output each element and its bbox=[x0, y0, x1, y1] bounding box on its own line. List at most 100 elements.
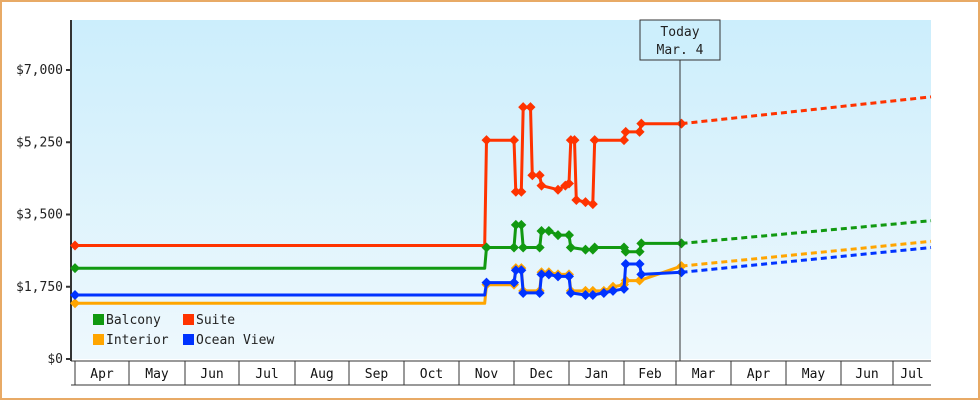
y-axis: $0 $1,750 $3,500 $5,250 $7,000 bbox=[16, 20, 72, 367]
data-point-marker[interactable] bbox=[534, 287, 545, 298]
data-point-marker[interactable] bbox=[70, 240, 80, 251]
data-point-marker[interactable] bbox=[518, 102, 529, 113]
data-point-marker[interactable] bbox=[569, 135, 580, 146]
data-point-marker[interactable] bbox=[553, 230, 563, 241]
data-point-marker[interactable] bbox=[534, 170, 545, 181]
series-balcony bbox=[70, 219, 932, 274]
data-point-marker[interactable] bbox=[516, 265, 527, 276]
data-point-marker[interactable] bbox=[481, 242, 492, 253]
data-point-marker[interactable] bbox=[536, 269, 547, 280]
legend-item-balcony[interactable]: Balcony bbox=[93, 313, 161, 328]
legend-label: Suite bbox=[196, 313, 235, 328]
data-point-marker[interactable] bbox=[580, 197, 591, 208]
data-point-marker[interactable] bbox=[676, 118, 687, 129]
month-label: Jul bbox=[900, 367, 923, 382]
today-label: Today bbox=[660, 25, 699, 40]
data-point-marker[interactable] bbox=[510, 219, 521, 230]
data-point-marker[interactable] bbox=[70, 263, 80, 274]
data-point-marker[interactable] bbox=[636, 238, 647, 249]
month-label: Sep bbox=[365, 367, 389, 382]
data-point-marker[interactable] bbox=[509, 135, 519, 146]
y-tick-label: $3,500 bbox=[16, 208, 63, 223]
data-point-marker[interactable] bbox=[565, 242, 576, 253]
data-point-marker[interactable] bbox=[620, 259, 631, 270]
data-point-marker[interactable] bbox=[481, 135, 492, 146]
legend-swatch bbox=[93, 334, 104, 345]
data-point-marker[interactable] bbox=[619, 283, 629, 294]
month-label: Apr bbox=[90, 367, 114, 382]
data-point-marker[interactable] bbox=[564, 178, 574, 189]
projection-line bbox=[681, 246, 932, 274]
data-point-marker[interactable] bbox=[481, 277, 492, 288]
data-point-marker[interactable] bbox=[587, 290, 598, 301]
data-point-marker[interactable] bbox=[589, 242, 600, 253]
legend-swatch bbox=[93, 314, 104, 325]
data-point-marker[interactable] bbox=[536, 226, 547, 237]
data-point-marker[interactable] bbox=[510, 265, 521, 276]
data-point-marker[interactable] bbox=[536, 180, 547, 191]
data-point-marker[interactable] bbox=[516, 219, 527, 230]
data-point-marker[interactable] bbox=[543, 269, 554, 280]
y-tick-label: $5,250 bbox=[16, 135, 63, 150]
month-label: Jan bbox=[585, 367, 608, 382]
data-point-marker[interactable] bbox=[587, 199, 598, 210]
data-point-marker[interactable] bbox=[598, 287, 609, 298]
data-point-marker[interactable] bbox=[565, 287, 576, 298]
data-point-marker[interactable] bbox=[518, 242, 529, 253]
data-point-marker[interactable] bbox=[70, 290, 80, 301]
data-point-marker[interactable] bbox=[70, 298, 80, 309]
y-tick-label: $0 bbox=[47, 352, 63, 367]
data-point-marker[interactable] bbox=[527, 170, 538, 181]
legend-item-interior[interactable]: Interior bbox=[93, 333, 169, 348]
series-suite bbox=[70, 95, 932, 251]
data-point-marker[interactable] bbox=[589, 135, 600, 146]
today-marker: Today Mar. 4 bbox=[639, 19, 721, 361]
data-point-marker[interactable] bbox=[580, 244, 591, 255]
month-label: Nov bbox=[475, 367, 499, 382]
month-label: Mar bbox=[692, 367, 716, 382]
data-point-marker[interactable] bbox=[634, 246, 645, 257]
month-label: Aug bbox=[310, 367, 333, 382]
y-tick-label: $7,000 bbox=[16, 63, 63, 78]
data-point-marker[interactable] bbox=[564, 230, 574, 241]
data-point-marker[interactable] bbox=[518, 287, 529, 298]
legend: Balcony Suite Interior Ocean View bbox=[93, 313, 274, 348]
data-point-marker[interactable] bbox=[571, 195, 582, 206]
legend-swatch bbox=[183, 314, 194, 325]
data-point-marker[interactable] bbox=[608, 285, 618, 296]
data-point-marker[interactable] bbox=[553, 184, 563, 195]
data-point-marker[interactable] bbox=[620, 246, 631, 257]
data-point-marker[interactable] bbox=[534, 242, 545, 253]
x-axis: Apr May Jun Jul Aug Sep Oct Nov Dec Jan Feb Mar Apr M… bbox=[71, 360, 931, 386]
legend-label: Balcony bbox=[106, 313, 161, 328]
data-point-marker[interactable] bbox=[553, 271, 563, 282]
data-point-marker[interactable] bbox=[619, 135, 629, 146]
data-point-marker[interactable] bbox=[636, 269, 647, 280]
data-point-marker[interactable] bbox=[580, 290, 591, 301]
data-point-marker[interactable] bbox=[564, 271, 574, 282]
legend-label: Ocean View bbox=[196, 333, 274, 348]
month-label: Dec bbox=[530, 367, 553, 382]
month-label: May bbox=[802, 367, 826, 382]
data-point-marker[interactable] bbox=[510, 186, 521, 197]
data-point-marker[interactable] bbox=[525, 102, 536, 113]
month-label: Jun bbox=[855, 367, 878, 382]
month-label: Jun bbox=[200, 367, 223, 382]
legend-item-suite[interactable]: Suite bbox=[183, 313, 235, 328]
data-point-marker[interactable] bbox=[543, 226, 554, 237]
data-point-marker[interactable] bbox=[509, 277, 519, 288]
data-point-marker[interactable] bbox=[634, 126, 645, 137]
today-box bbox=[639, 19, 721, 61]
y-tick-label: $1,750 bbox=[16, 280, 63, 295]
data-point-marker[interactable] bbox=[634, 259, 645, 270]
data-point-marker[interactable] bbox=[620, 126, 631, 137]
projection-line bbox=[681, 95, 932, 126]
month-label: Oct bbox=[420, 367, 443, 382]
data-point-marker[interactable] bbox=[509, 242, 519, 253]
data-point-marker[interactable] bbox=[516, 186, 527, 197]
legend-item-ocean-view[interactable]: Ocean View bbox=[183, 333, 274, 348]
data-point-marker[interactable] bbox=[636, 118, 647, 129]
month-label: May bbox=[145, 367, 169, 382]
legend-label: Interior bbox=[106, 333, 169, 348]
